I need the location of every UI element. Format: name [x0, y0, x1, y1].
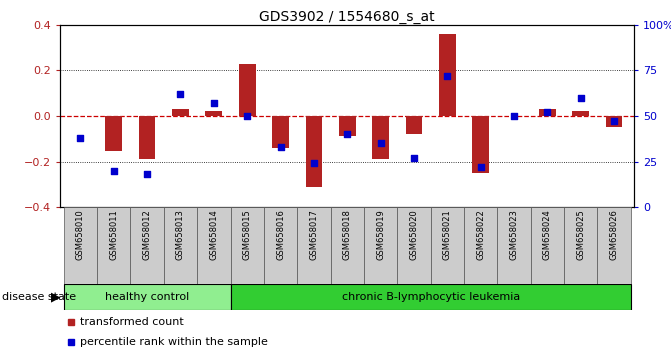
- Text: ▶: ▶: [51, 291, 60, 303]
- Text: GSM658017: GSM658017: [309, 210, 318, 260]
- Bar: [172, 109, 189, 116]
- Text: percentile rank within the sample: percentile rank within the sample: [81, 337, 268, 347]
- Bar: [564, 207, 597, 285]
- Point: [475, 164, 486, 170]
- Bar: [531, 207, 564, 285]
- Text: GSM658012: GSM658012: [143, 210, 152, 260]
- Bar: [597, 207, 631, 285]
- Bar: [339, 116, 356, 136]
- Point: [242, 113, 252, 119]
- Text: GSM658015: GSM658015: [243, 210, 252, 260]
- Bar: [64, 207, 97, 285]
- Text: GSM658010: GSM658010: [76, 210, 85, 260]
- Bar: [439, 34, 456, 116]
- Bar: [539, 109, 556, 116]
- Point: [442, 73, 453, 79]
- Bar: [97, 207, 130, 285]
- Text: GSM658016: GSM658016: [276, 210, 285, 260]
- Point: [509, 113, 519, 119]
- Bar: [231, 284, 631, 310]
- Text: transformed count: transformed count: [81, 317, 185, 327]
- Bar: [405, 116, 422, 134]
- Bar: [464, 207, 497, 285]
- Bar: [397, 207, 431, 285]
- Point: [142, 171, 152, 177]
- Text: chronic B-lymphocytic leukemia: chronic B-lymphocytic leukemia: [342, 292, 520, 302]
- Text: disease state: disease state: [2, 292, 76, 302]
- Bar: [431, 207, 464, 285]
- Text: healthy control: healthy control: [105, 292, 189, 302]
- Point: [175, 91, 186, 97]
- Point: [609, 119, 619, 124]
- Text: GSM658018: GSM658018: [343, 210, 352, 260]
- Bar: [164, 207, 197, 285]
- Point: [342, 131, 353, 137]
- Bar: [331, 207, 364, 285]
- Bar: [297, 207, 331, 285]
- Bar: [139, 116, 156, 159]
- Text: GSM658026: GSM658026: [609, 210, 619, 260]
- Point: [275, 144, 286, 150]
- Point: [375, 141, 386, 146]
- Text: GSM658014: GSM658014: [209, 210, 218, 260]
- Bar: [472, 116, 489, 173]
- Text: GSM658024: GSM658024: [543, 210, 552, 260]
- Point: [409, 155, 419, 161]
- Bar: [130, 207, 164, 285]
- Text: GSM658021: GSM658021: [443, 210, 452, 260]
- Point: [209, 100, 219, 106]
- Point: [75, 135, 86, 141]
- Bar: [64, 284, 231, 310]
- Point: [575, 95, 586, 101]
- Bar: [231, 207, 264, 285]
- Text: GSM658013: GSM658013: [176, 210, 185, 260]
- Bar: [205, 112, 222, 116]
- Point: [109, 168, 119, 173]
- Bar: [572, 112, 589, 116]
- Bar: [272, 116, 289, 148]
- Bar: [105, 116, 122, 151]
- Text: GSM658019: GSM658019: [376, 210, 385, 260]
- Bar: [497, 207, 531, 285]
- Point: [309, 160, 319, 166]
- Text: GSM658023: GSM658023: [509, 210, 519, 260]
- Text: GSM658011: GSM658011: [109, 210, 118, 260]
- Bar: [305, 116, 322, 187]
- Bar: [264, 207, 297, 285]
- Text: GSM658022: GSM658022: [476, 210, 485, 260]
- Title: GDS3902 / 1554680_s_at: GDS3902 / 1554680_s_at: [260, 10, 435, 24]
- Bar: [197, 207, 231, 285]
- Bar: [606, 116, 623, 127]
- Text: GSM658025: GSM658025: [576, 210, 585, 260]
- Bar: [372, 116, 389, 159]
- Bar: [364, 207, 397, 285]
- Text: GSM658020: GSM658020: [409, 210, 419, 260]
- Bar: [239, 63, 256, 116]
- Point: [542, 109, 553, 115]
